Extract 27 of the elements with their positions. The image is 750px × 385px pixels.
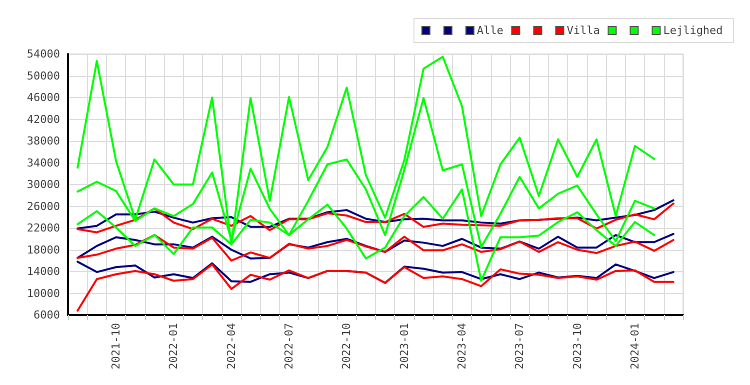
y-tick-label: 14000 bbox=[26, 265, 60, 278]
line-series bbox=[76, 263, 674, 312]
x-tick-label: 2023-01 bbox=[398, 323, 411, 370]
y-tick-label: 10000 bbox=[26, 286, 60, 300]
y-tick-label: 50000 bbox=[26, 69, 60, 82]
y-tick-label: 6000 bbox=[34, 308, 60, 322]
x-tick-label: 2023-07 bbox=[513, 323, 526, 370]
y-tick-label: 22000 bbox=[26, 222, 60, 234]
x-tick-label: 2021-10 bbox=[110, 323, 123, 370]
legend-label: Alle bbox=[476, 24, 504, 37]
x-tick-label: 2022-10 bbox=[340, 323, 354, 370]
legend-label: Villa bbox=[566, 24, 600, 37]
x-tick-label: 2022-07 bbox=[282, 323, 296, 370]
y-tick-label: 30000 bbox=[26, 178, 60, 191]
y-tick-label: 34000 bbox=[26, 156, 60, 170]
y-tick-label: 18000 bbox=[26, 243, 60, 256]
x-tick-label: 2023-10 bbox=[570, 323, 584, 370]
legend-label: Lejlighed bbox=[663, 24, 723, 37]
x-tick-label: 2023-04 bbox=[455, 322, 468, 370]
x-tick-label: 2022-01 bbox=[167, 323, 180, 370]
y-tick-label: 54000 bbox=[26, 48, 60, 60]
y-tick-label: 42000 bbox=[26, 112, 60, 126]
y-tick-label: 26000 bbox=[26, 200, 60, 213]
x-tick-label: 2024-01 bbox=[628, 323, 642, 370]
y-tick-label: 38000 bbox=[26, 134, 60, 148]
x-tick-label: 2022-04 bbox=[224, 322, 238, 370]
y-tick-label: 46000 bbox=[26, 91, 60, 104]
